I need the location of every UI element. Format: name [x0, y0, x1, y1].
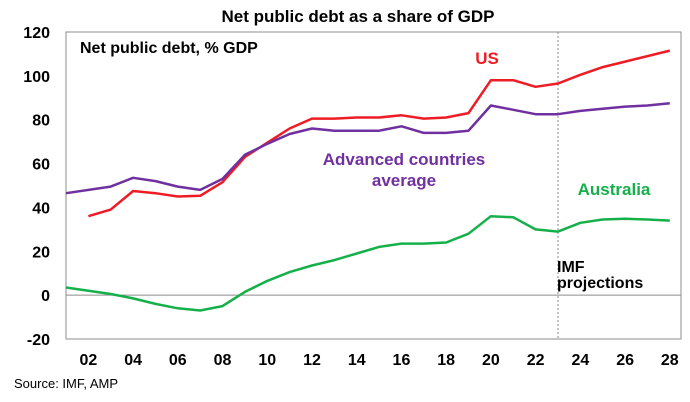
- projection-annotation-line2: projections: [557, 275, 643, 292]
- x-tick-label: 28: [661, 352, 679, 369]
- x-tick-label: 18: [437, 352, 455, 369]
- series-line-us: [88, 49, 671, 218]
- y-tick-label: 0: [41, 288, 50, 305]
- x-tick-label: 22: [527, 352, 545, 369]
- y-tick-label: 100: [23, 69, 50, 86]
- series-label-australia: Australia: [578, 180, 651, 199]
- y-tick-label: 20: [32, 244, 50, 261]
- x-tick-label: 20: [482, 352, 500, 369]
- series-line-australia: [65, 214, 670, 312]
- series-label-advanced-2: average: [372, 171, 436, 190]
- series-label-advanced-1: Advanced countries: [323, 150, 486, 169]
- x-tick-label: 14: [348, 352, 366, 369]
- plot-area: [65, 31, 682, 340]
- x-tick-label: 08: [214, 352, 232, 369]
- plot-border: [65, 31, 682, 340]
- y-tick-label: 80: [32, 113, 50, 130]
- x-tick-label: 02: [79, 352, 97, 369]
- x-tick-label: 24: [571, 352, 589, 369]
- y-tick-label: 40: [32, 200, 50, 217]
- x-tick-label: 12: [303, 352, 321, 369]
- y-tick-label: 120: [23, 25, 50, 42]
- x-tick-label: 10: [258, 352, 276, 369]
- y-axis-ticks: -20 0 20 40 60 80 100 120: [23, 25, 50, 349]
- x-axis-ticks: 02 04 06 08 10 12 14 16 18 20 22 24 26 28: [79, 352, 678, 369]
- projection-annotation-line1: IMF: [557, 259, 585, 276]
- y-tick-label: 60: [32, 157, 50, 174]
- series-line-advanced-countries-average: [65, 102, 670, 195]
- series-lines: [65, 49, 671, 312]
- x-tick-label: 16: [393, 352, 411, 369]
- x-tick-label: 04: [124, 352, 142, 369]
- y-tick-label: -20: [27, 332, 50, 349]
- x-tick-label: 06: [169, 352, 187, 369]
- series-label-us: US: [475, 49, 499, 68]
- source-note: Source: IMF, AMP: [14, 376, 118, 391]
- x-tick-label: 26: [616, 352, 634, 369]
- chart-title: Net public debt as a share of GDP: [221, 7, 494, 26]
- chart-subtitle: Net public debt, % GDP: [80, 40, 258, 57]
